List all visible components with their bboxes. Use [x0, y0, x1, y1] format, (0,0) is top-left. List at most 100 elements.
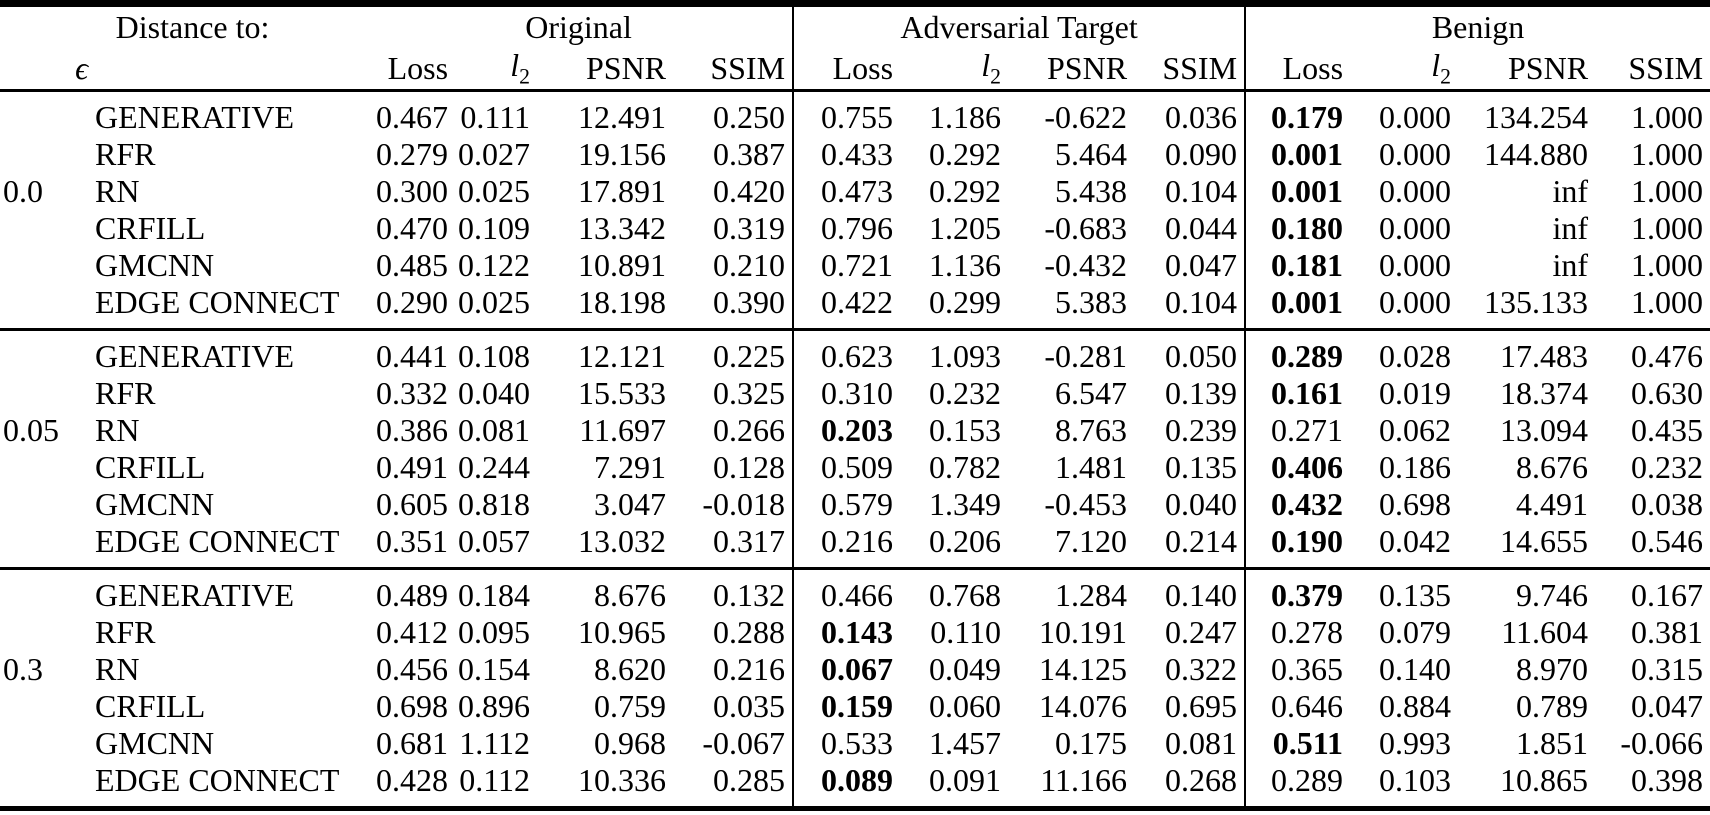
metric-value: 0.289 — [1244, 328, 1351, 375]
metric-value: 0.135 — [1350, 567, 1459, 614]
original-psnr-header: PSNR — [585, 49, 667, 86]
metric-value: 0.132 — [673, 567, 794, 614]
metric-value: 0.095 — [458, 613, 531, 650]
metric-value: inf — [1552, 246, 1589, 283]
metric-value: 11.604 — [1501, 613, 1589, 650]
metric-value: 0.412 — [376, 613, 449, 650]
metric-value: 0.111 — [460, 98, 531, 135]
metric-value: 0.698 — [1379, 485, 1452, 522]
metric-value: 0.025 — [458, 283, 531, 320]
metric-value: 17.483 — [1458, 328, 1596, 375]
method-name: GMCNN — [95, 724, 215, 761]
metric-value: 0.884 — [1379, 687, 1452, 724]
metric-value: 0.161 — [1244, 374, 1351, 412]
metric-value: 13.032 — [578, 522, 667, 559]
metric-value: 11.697 — [579, 411, 667, 448]
method-name: GENERATIVE — [95, 328, 366, 375]
metric-value: 0.285 — [713, 761, 786, 798]
metric-value: inf — [1552, 172, 1589, 209]
metric-value: 0.000 — [1379, 283, 1452, 320]
table-row: 0.3 RN 0.456 0.154 8.620 0.216 0.067 0.049 14.12… — [0, 650, 1710, 688]
benign-ssim-header: SSIM — [1628, 49, 1704, 86]
metric-value: 0.467 — [376, 98, 449, 135]
metric-value: 18.374 — [1500, 374, 1589, 411]
metric-value: 17.891 — [578, 172, 667, 209]
metric-value: 0.090 — [1165, 135, 1238, 172]
metric-value: 0.190 — [1244, 522, 1351, 569]
epsilon-value — [0, 209, 95, 246]
metric-value: 0.159 — [792, 687, 901, 725]
distance-to-label: Distance to: — [115, 8, 270, 45]
metric-value: -0.018 — [702, 485, 786, 522]
metric-value: 0.441 — [365, 328, 456, 375]
metric-value: 0.818 — [458, 485, 531, 522]
metric-value: 0.332 — [376, 374, 449, 411]
metric-value: 0.485 — [376, 246, 449, 283]
metric-value: 0.546 — [1631, 522, 1704, 559]
metric-value: 0.081 — [1165, 724, 1238, 761]
l2-letter: l — [510, 47, 520, 83]
benign-l2-header: l2 — [1350, 47, 1458, 91]
method-name: CRFILL — [95, 687, 206, 724]
original-loss-header: Loss — [387, 49, 449, 86]
method-name: RFR — [95, 613, 156, 650]
metric-value: 0.456 — [376, 650, 449, 687]
metric-value: 8.676 — [1516, 448, 1589, 485]
metric-value: 0.175 — [1055, 724, 1128, 761]
metric-value: 0.646 — [1244, 687, 1351, 725]
metric-value: 0.605 — [376, 485, 449, 522]
method-name: GENERATIVE — [95, 98, 295, 135]
metric-value: 0.143 — [792, 613, 901, 651]
adversarial-loss-header: Loss — [792, 47, 901, 91]
metric-value: 0.422 — [792, 283, 901, 330]
metric-value: 0.290 — [376, 283, 449, 320]
original-ssim-header: SSIM — [710, 49, 786, 86]
metric-value: 0.001 — [1244, 283, 1351, 330]
metric-value: 135.133 — [1484, 283, 1589, 320]
metric-value: 0.387 — [713, 135, 786, 172]
metric-value: 0.695 — [1165, 687, 1238, 724]
epsilon-block-0.0: GENERATIVE 0.467 0.111 12.491 0.250 0.755 1.18… — [0, 90, 1710, 330]
epsilon-value — [0, 485, 95, 522]
metric-value: 134.254 — [1484, 98, 1589, 135]
method-name: RFR — [95, 374, 156, 411]
epsilon-value — [0, 91, 95, 136]
metric-value: 0.491 — [376, 448, 449, 485]
metric-value: 0.244 — [458, 448, 531, 485]
metric-value: 0.153 — [929, 411, 1002, 448]
metric-value: 0.128 — [713, 448, 786, 485]
table-row: GMCNN 0.485 0.122 10.891 0.210 0.721 1.136 -0.4… — [0, 246, 1710, 284]
metric-value: 0.271 — [1244, 411, 1351, 449]
metric-value: 0.470 — [376, 209, 449, 246]
metric-value: 1.136 — [929, 246, 1002, 283]
metric-value: 0.292 — [929, 135, 1002, 172]
metric-value: 0.755 — [792, 90, 901, 136]
metric-value: 0.112 — [459, 761, 531, 798]
metric-value: 0.104 — [1165, 283, 1238, 320]
adversarial-psnr-header: PSNR — [1046, 49, 1128, 86]
metric-value: 0.681 — [376, 724, 449, 761]
epsilon-value — [0, 724, 95, 761]
metric-value: 0.466 — [792, 567, 901, 614]
metric-value: 0.060 — [929, 687, 1002, 724]
metric-value: 0.381 — [1631, 613, 1704, 650]
metric-value: 0.292 — [929, 172, 1002, 209]
metric-value: 0.420 — [713, 172, 786, 209]
metric-value: 1.349 — [929, 485, 1002, 522]
metric-value: 0.325 — [713, 374, 786, 411]
epsilon-symbol: ϵ — [75, 49, 88, 86]
metric-value: 0.782 — [929, 448, 1002, 485]
benign-psnr-header: PSNR — [1507, 49, 1589, 86]
metric-value: 0.509 — [792, 448, 901, 486]
metric-value: 0.473 — [792, 172, 901, 210]
metric-value: 0.036 — [1165, 98, 1238, 135]
table-row: GENERATIVE 0.467 0.111 12.491 0.250 0.755 1.18… — [0, 90, 1710, 136]
metric-value: 1.000 — [1631, 172, 1704, 209]
metric-value: 0.104 — [1165, 172, 1238, 209]
metric-value: 0.081 — [458, 411, 531, 448]
method-name: GMCNN — [95, 246, 215, 283]
metric-value: -0.432 — [1044, 246, 1128, 283]
epsilon-value — [0, 374, 95, 411]
table-row: EDGE CONNECT 0.290 0.025 18.198 0.390 0.422 0.… — [0, 283, 1710, 330]
